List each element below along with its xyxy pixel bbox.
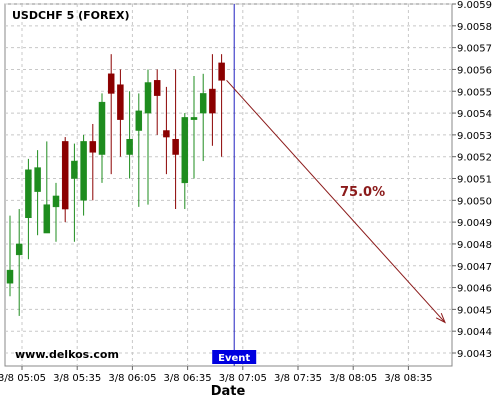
candles (6, 54, 225, 316)
y-tick-label: 9.0054 (457, 109, 492, 120)
y-tick-label: 9.0057 (457, 44, 492, 55)
grid (4, 3, 453, 367)
y-tick-label: 9.0056 (457, 65, 492, 76)
candle-body (107, 73, 115, 94)
y-tick-label: 9.0059 (457, 0, 492, 11)
x-tick-label: 3/8 06:35 (164, 373, 212, 384)
candle (107, 54, 115, 175)
candle-body (80, 141, 87, 201)
y-tick-label: 9.0053 (457, 131, 492, 142)
x-tick-label: 3/8 06:05 (108, 373, 156, 384)
y-tick-label: 9.0055 (457, 87, 492, 98)
candle-body (6, 269, 14, 284)
candle (34, 150, 41, 236)
candle (6, 215, 14, 297)
candle (61, 137, 69, 223)
candle (144, 69, 152, 205)
y-tick-label: 9.0045 (457, 305, 492, 316)
candle-body (209, 88, 216, 114)
candle-body (98, 101, 106, 155)
candle-body (144, 82, 152, 114)
candle (98, 93, 106, 183)
candle (163, 86, 170, 175)
candle-body (61, 141, 69, 210)
candle-body (172, 138, 179, 155)
y-tick-label: 9.0048 (457, 240, 492, 251)
event-overlay: Event 75.0% (212, 4, 446, 366)
candle-body (126, 138, 133, 155)
candle (117, 69, 124, 157)
candle-body (25, 169, 32, 219)
candle-body (43, 204, 51, 234)
x-tick-label: 3/8 05:35 (53, 373, 101, 384)
candle (172, 69, 179, 210)
watermark: www.delkos.com (15, 348, 119, 361)
candle-body (153, 80, 161, 96)
x-tick-label: 3/8 08:05 (329, 373, 377, 384)
candle (52, 182, 60, 242)
event-label-box (212, 350, 257, 364)
projection-arrow-line (226, 80, 446, 323)
candle (209, 54, 216, 146)
x-axis-label: Date (211, 384, 246, 399)
x-tick-label: 3/8 07:05 (219, 373, 267, 384)
candle (181, 113, 189, 210)
candle-body (190, 117, 198, 120)
y-tick-label: 9.0046 (457, 284, 492, 295)
candle-body (181, 117, 189, 184)
candle (80, 134, 87, 216)
candle-body (163, 130, 170, 138)
candle-body (71, 160, 78, 179)
candle-body (34, 167, 41, 192)
y-tick-label: 9.0058 (457, 22, 492, 33)
candle (25, 158, 32, 260)
x-tick-label: 3/8 07:35 (274, 373, 322, 384)
chart-title: USDCHF 5 (FOREX) (12, 9, 129, 22)
candle (126, 91, 133, 179)
candle (153, 69, 161, 135)
y-tick-label: 9.0043 (457, 349, 492, 360)
candle (218, 54, 225, 157)
candle-body (218, 62, 225, 81)
candle-body (89, 141, 97, 153)
y-tick-label: 9.0049 (457, 218, 492, 229)
candle (199, 73, 207, 162)
projection-label: 75.0% (340, 185, 385, 200)
y-tick-label: 9.0051 (457, 175, 492, 186)
candle-body (199, 93, 207, 114)
candle-body (135, 110, 143, 131)
candle-body (117, 84, 124, 120)
candle-body (52, 195, 60, 208)
x-tick-label: 3/8 05:05 (0, 373, 46, 384)
x-tick-label: 3/8 08:35 (384, 373, 432, 384)
projection-arrow-head (435, 313, 446, 324)
candle (71, 143, 78, 242)
candle (135, 93, 143, 207)
axes: 9.0043 9.0044 9.0045 9.0046 9.0047 9.0048 9.00… (0, 0, 492, 384)
y-tick-label: 9.0047 (457, 262, 492, 273)
candle (190, 75, 198, 179)
candle (15, 209, 23, 316)
candle (89, 123, 97, 201)
y-tick-label: 9.0050 (457, 196, 492, 207)
y-tick-label: 9.0052 (457, 153, 492, 164)
candle-body (15, 243, 23, 256)
event-label: Event (218, 353, 250, 364)
candle (43, 141, 51, 234)
y-tick-label: 9.0044 (457, 327, 492, 338)
